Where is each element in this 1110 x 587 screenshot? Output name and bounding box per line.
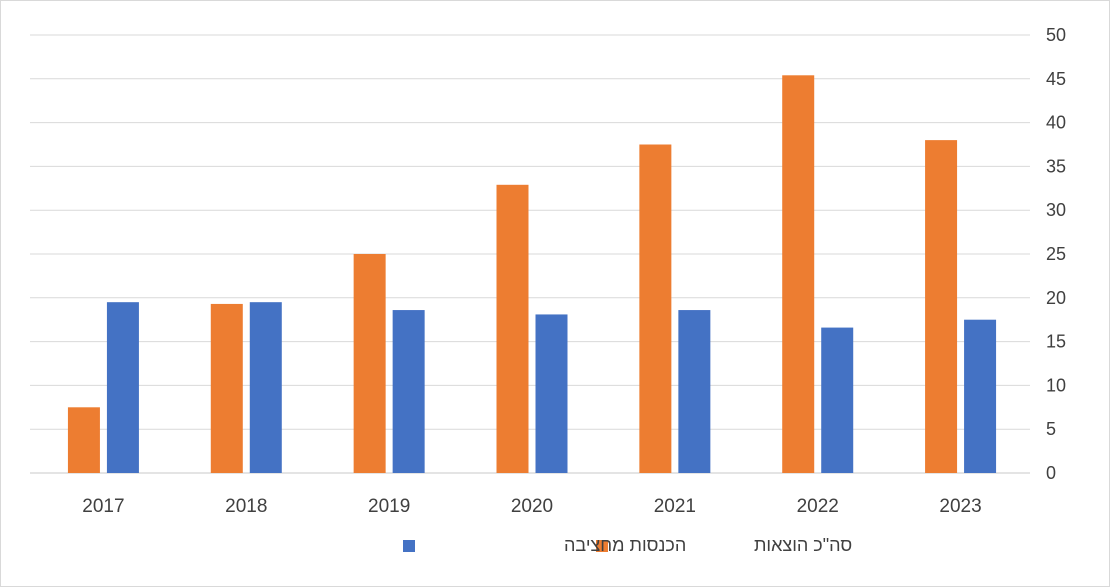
x-tick-label: 2019 (368, 496, 410, 517)
legend-swatch-expenses (596, 540, 608, 552)
x-tick-label: 2022 (797, 496, 839, 517)
legend-swatch-income (403, 540, 415, 552)
y-tick-label: 25 (1046, 244, 1066, 264)
bar-expenses-2017 (67, 407, 100, 473)
y-tick-label: 20 (1046, 288, 1066, 308)
y-tick-label: 50 (1046, 25, 1066, 45)
x-tick-label: 2021 (654, 496, 696, 517)
bars (67, 75, 997, 474)
bar-expenses-2022 (782, 75, 815, 474)
y-tick-label: 0 (1046, 463, 1056, 483)
bar-income-2021 (678, 310, 711, 473)
x-tick-label: 2020 (511, 496, 553, 517)
y-tick-label: 5 (1046, 419, 1056, 439)
y-tick-label: 15 (1046, 332, 1066, 352)
y-tick-label: 45 (1046, 69, 1066, 89)
bar-income-2023 (964, 319, 997, 473)
bar-income-2017 (106, 302, 139, 473)
y-axis-ticks: 0 5 10 15 20 25 30 35 40 45 50 (1046, 25, 1066, 483)
bar-income-2022 (821, 327, 854, 473)
x-tick-label: 2018 (225, 496, 267, 517)
bar-income-2020 (535, 314, 568, 473)
y-tick-label: 30 (1046, 200, 1066, 220)
x-tick-label: 2023 (939, 496, 981, 517)
y-tick-label: 40 (1046, 113, 1066, 133)
gridlines (30, 34, 1030, 474)
bar-expenses-2021 (639, 144, 672, 473)
x-tick-label: 2017 (82, 496, 124, 517)
legend-label-expenses: סה"כ הוצאות (754, 535, 852, 555)
legend: סה"כ הוצאות הכנסות מחציבה (403, 535, 852, 555)
y-tick-label: 10 (1046, 375, 1066, 395)
bar-expenses-2023 (925, 140, 958, 473)
bar-expenses-2020 (496, 184, 529, 473)
x-axis-ticks: 2017 2018 2019 2020 2021 2022 2023 (82, 496, 981, 517)
bar-income-2019 (392, 310, 425, 473)
y-tick-label: 35 (1046, 156, 1066, 176)
bar-expenses-2019 (353, 254, 386, 473)
bar-expenses-2018 (210, 303, 243, 473)
legend-label-income: הכנסות מחציבה (564, 535, 686, 555)
bar-income-2018 (249, 302, 282, 473)
